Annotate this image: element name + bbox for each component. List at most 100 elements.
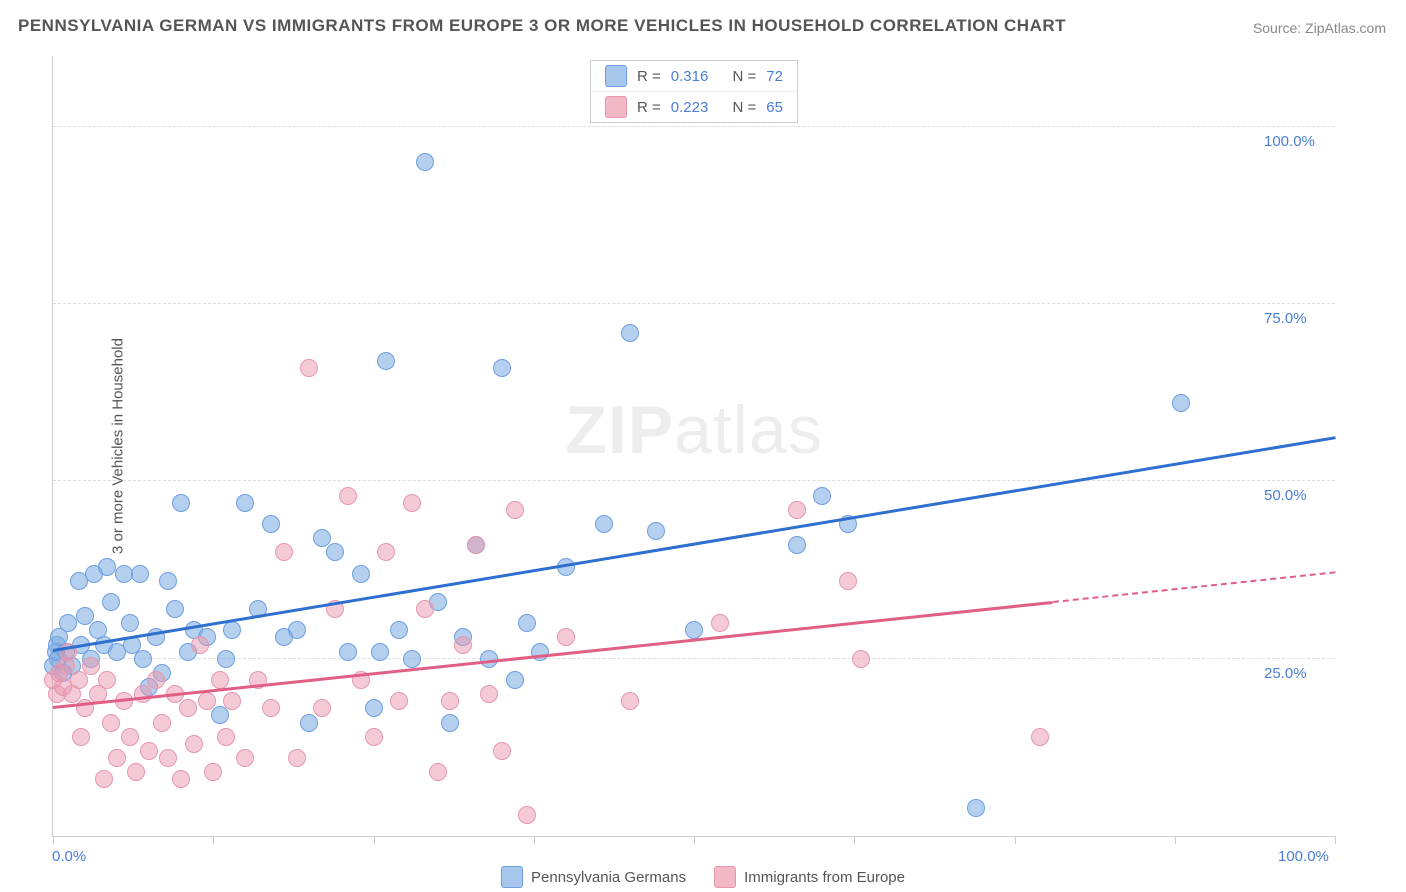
watermark: ZIPatlas: [565, 391, 822, 469]
x-tick: [374, 836, 375, 844]
x-tick: [213, 836, 214, 844]
scatter-point: [108, 749, 126, 767]
scatter-point: [82, 657, 100, 675]
scatter-point: [95, 770, 113, 788]
n-value: 65: [766, 99, 783, 116]
scatter-point: [506, 501, 524, 519]
scatter-point: [1172, 394, 1190, 412]
scatter-point: [127, 763, 145, 781]
scatter-point: [518, 614, 536, 632]
scatter-point: [967, 799, 985, 817]
trendline-extrapolated: [1053, 572, 1335, 604]
scatter-point: [121, 614, 139, 632]
scatter-point: [179, 699, 197, 717]
scatter-point: [288, 621, 306, 639]
r-value: 0.316: [671, 68, 709, 85]
scatter-point: [441, 714, 459, 732]
legend-item-0: Pennsylvania Germans: [501, 866, 686, 888]
gridline: [53, 480, 1335, 481]
legend-stats: R = 0.316 N = 72 R = 0.223 N = 65: [590, 60, 798, 123]
legend-swatch-pink: [605, 96, 627, 118]
n-value: 72: [766, 68, 783, 85]
scatter-point: [506, 671, 524, 689]
scatter-point: [102, 593, 120, 611]
scatter-point: [339, 487, 357, 505]
scatter-point: [121, 728, 139, 746]
scatter-point: [236, 494, 254, 512]
r-label: R =: [637, 99, 661, 116]
gridline: [53, 658, 1335, 659]
x-tick: [1335, 836, 1336, 844]
r-value: 0.223: [671, 99, 709, 116]
scatter-point: [839, 572, 857, 590]
scatter-point: [493, 742, 511, 760]
gridline: [53, 126, 1335, 127]
scatter-point: [390, 621, 408, 639]
legend-swatch-blue: [605, 65, 627, 87]
scatter-point: [813, 487, 831, 505]
scatter-point: [115, 565, 133, 583]
scatter-point: [140, 742, 158, 760]
gridline: [53, 303, 1335, 304]
scatter-point: [647, 522, 665, 540]
scatter-point: [147, 671, 165, 689]
scatter-point: [300, 714, 318, 732]
scatter-point: [59, 614, 77, 632]
x-tick: [694, 836, 695, 844]
x-tick: [854, 836, 855, 844]
scatter-point: [262, 515, 280, 533]
n-label: N =: [733, 68, 757, 85]
scatter-point: [1031, 728, 1049, 746]
scatter-point: [454, 636, 472, 654]
scatter-point: [102, 714, 120, 732]
scatter-point: [191, 636, 209, 654]
scatter-point: [262, 699, 280, 717]
scatter-point: [217, 728, 235, 746]
scatter-point: [480, 685, 498, 703]
scatter-point: [98, 671, 116, 689]
scatter-point: [685, 621, 703, 639]
legend-label: Immigrants from Europe: [744, 869, 905, 886]
scatter-point: [518, 806, 536, 824]
scatter-point: [788, 536, 806, 554]
scatter-point: [365, 728, 383, 746]
scatter-point: [371, 643, 389, 661]
scatter-point: [390, 692, 408, 710]
scatter-point: [416, 600, 434, 618]
scatter-point: [621, 692, 639, 710]
scatter-point: [557, 628, 575, 646]
scatter-point: [288, 749, 306, 767]
scatter-point: [352, 565, 370, 583]
scatter-point: [159, 572, 177, 590]
scatter-point: [131, 565, 149, 583]
x-tick: [1015, 836, 1016, 844]
legend-swatch-pink: [714, 866, 736, 888]
y-tick-label: 50.0%: [1264, 487, 1307, 504]
trendline: [53, 601, 1053, 709]
scatter-point: [326, 543, 344, 561]
scatter-point: [217, 650, 235, 668]
scatter-point: [403, 650, 421, 668]
legend-stats-row-1: R = 0.223 N = 65: [591, 91, 797, 122]
scatter-point: [223, 621, 241, 639]
legend-series: Pennsylvania Germans Immigrants from Eur…: [501, 866, 905, 888]
trendline: [53, 436, 1335, 651]
scatter-point: [198, 692, 216, 710]
scatter-point: [377, 352, 395, 370]
scatter-point: [98, 558, 116, 576]
scatter-point: [429, 763, 447, 781]
scatter-point: [153, 714, 171, 732]
scatter-point: [377, 543, 395, 561]
scatter-point: [467, 536, 485, 554]
x-tick-label-right: 100.0%: [1278, 848, 1329, 865]
r-label: R =: [637, 68, 661, 85]
scatter-point: [621, 324, 639, 342]
source-attribution: Source: ZipAtlas.com: [1253, 20, 1386, 36]
scatter-point: [211, 706, 229, 724]
scatter-point: [275, 543, 293, 561]
scatter-point: [134, 685, 152, 703]
scatter-point: [595, 515, 613, 533]
n-label: N =: [733, 99, 757, 116]
scatter-point: [204, 763, 222, 781]
x-tick: [534, 836, 535, 844]
